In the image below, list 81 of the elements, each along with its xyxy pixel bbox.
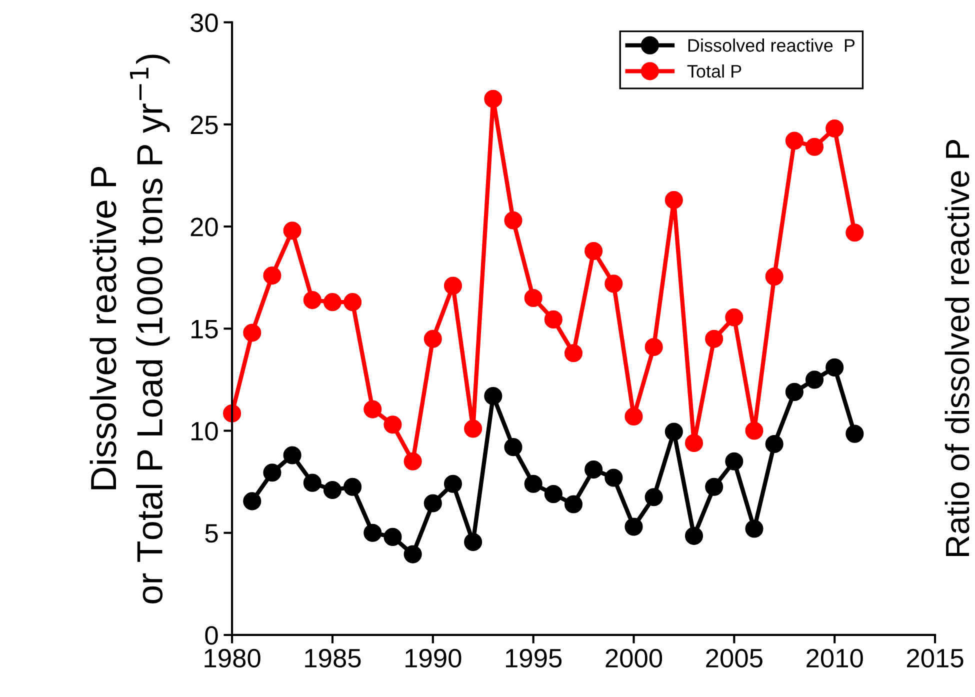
x-tick-label: 2010 [806, 648, 863, 668]
point [504, 211, 522, 230]
point [725, 308, 744, 326]
point [664, 422, 683, 441]
point [364, 400, 382, 418]
y-tick-label: 25 [190, 116, 218, 134]
point [644, 338, 663, 356]
point [745, 520, 764, 538]
point [404, 545, 422, 564]
point [263, 266, 282, 285]
point [785, 382, 804, 401]
point [684, 526, 704, 545]
point [323, 293, 342, 312]
point [826, 119, 844, 138]
point [524, 288, 542, 308]
point [504, 438, 522, 456]
point [604, 274, 623, 293]
point [344, 293, 362, 312]
point [765, 434, 784, 454]
x-tick-label: 2005 [706, 648, 762, 668]
y-axis-title: Dissolved reactive P or Total P Load (1000 tons P yr$^{−1}$) [90, 54, 170, 604]
point [424, 494, 442, 512]
point [424, 330, 442, 348]
point [765, 268, 784, 286]
point [263, 464, 282, 482]
legend-label: Total P [687, 64, 742, 78]
point [805, 138, 824, 156]
y2-axis-title: Ratio of dissolved reactive P [944, 140, 970, 556]
point [404, 452, 422, 470]
y-tick-label: 20 [190, 218, 218, 236]
x-tick-label: 1995 [506, 648, 562, 668]
point [644, 488, 663, 506]
point [725, 452, 744, 470]
point [805, 370, 824, 389]
point [243, 324, 262, 342]
point [283, 222, 302, 240]
point [283, 446, 302, 464]
point [303, 474, 322, 492]
point [826, 358, 844, 376]
point [604, 468, 623, 487]
point [846, 224, 864, 242]
point [745, 422, 764, 440]
legend-label: Dissolved reactive P [688, 38, 855, 52]
point [384, 416, 402, 434]
point [524, 474, 542, 493]
point [544, 485, 562, 504]
point [624, 518, 643, 536]
y-tick-label: 0 [205, 626, 218, 645]
point [705, 478, 724, 496]
point [624, 407, 643, 426]
x-tick-label: 2000 [606, 648, 662, 668]
y-tick-label: 10 [192, 422, 218, 441]
point [544, 310, 562, 328]
point [464, 420, 482, 438]
point [846, 424, 864, 443]
point [444, 276, 462, 295]
point [564, 344, 583, 362]
point [364, 524, 382, 542]
x-tick-label: 1985 [305, 648, 361, 668]
x-tick-label: 1990 [406, 648, 462, 668]
y-tick-label: 5 [205, 524, 218, 543]
point [584, 242, 603, 260]
point [684, 434, 704, 452]
point [564, 495, 583, 514]
point [323, 480, 342, 499]
point [344, 478, 362, 496]
y-tick-label: 15 [192, 320, 218, 338]
point [705, 330, 724, 348]
point [384, 528, 402, 546]
x-tick-label: 1980 [204, 648, 260, 668]
point [584, 460, 603, 479]
x-tick-label: 2015 [907, 648, 964, 668]
point [444, 474, 462, 493]
point [484, 90, 502, 108]
point [664, 190, 683, 210]
point [464, 533, 482, 552]
point [484, 387, 502, 406]
point [785, 132, 804, 150]
point [303, 291, 322, 310]
y-tick-label: 30 [190, 13, 218, 32]
point [243, 492, 262, 510]
